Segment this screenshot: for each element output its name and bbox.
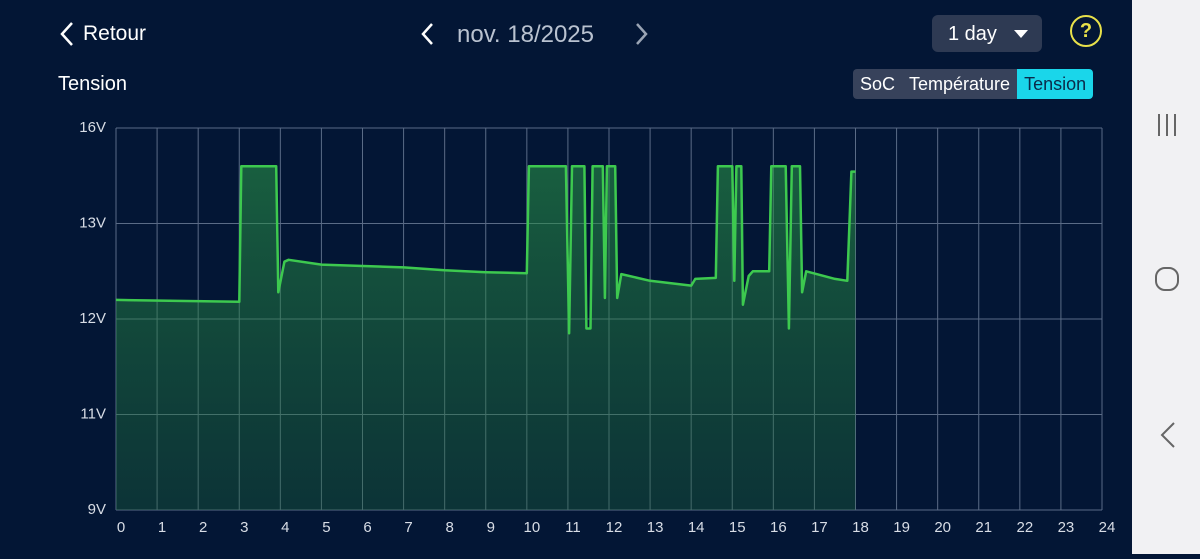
- tab-bar: SoC Température Tension: [853, 69, 1094, 99]
- x-tick-label: 13: [647, 519, 664, 536]
- next-day[interactable]: [634, 21, 650, 47]
- x-tick-label: 8: [445, 519, 453, 536]
- x-tick-label: 16: [770, 519, 787, 536]
- y-tick-label: 11V: [80, 405, 106, 422]
- x-tick-label: 18: [852, 519, 869, 536]
- back[interactable]: [1160, 422, 1175, 448]
- tab-active[interactable]: Tension: [1017, 69, 1094, 99]
- x-tick-label: 17: [811, 519, 828, 536]
- x-tick-label: 4: [281, 519, 289, 536]
- x-tick-label: 5: [322, 519, 330, 536]
- line-series: [115, 164, 856, 335]
- y-tick-label: 12V: [79, 310, 106, 327]
- range-dropdown[interactable]: 1 day: [932, 15, 1042, 52]
- x-tick-label: 24: [1099, 519, 1116, 536]
- x-tick-label: 20: [934, 519, 951, 536]
- recent-apps[interactable]: [1158, 114, 1176, 136]
- dropdown-caret: [1014, 30, 1028, 38]
- x-tick-label: 14: [688, 519, 705, 536]
- y-tick-label: 9V: [88, 501, 106, 518]
- help-button[interactable]: ?: [1070, 15, 1102, 47]
- y-tick-label: 16V: [79, 119, 106, 136]
- back-icon[interactable]: [58, 21, 78, 47]
- tab[interactable]: SoC: [853, 69, 903, 99]
- prev-day[interactable]: [420, 21, 436, 47]
- chart-title: Tension: [58, 73, 127, 95]
- tab[interactable]: Température: [902, 69, 1018, 99]
- x-tick-label: 19: [893, 519, 910, 536]
- x-tick-label: 7: [404, 519, 412, 536]
- x-tick-label: 23: [1058, 519, 1075, 536]
- x-tick-label: 11: [565, 519, 581, 536]
- back-button[interactable]: Retour: [83, 22, 147, 45]
- area-fill: [116, 166, 856, 510]
- x-tick-label: 22: [1016, 519, 1033, 536]
- x-tick-label: 0: [117, 519, 125, 536]
- nav-icons: [1155, 114, 1179, 448]
- date-label: nov. 18/2025: [457, 21, 595, 48]
- x-tick-label: 15: [729, 519, 746, 536]
- x-tick-label: 12: [606, 519, 623, 536]
- x-tick-label: 3: [240, 519, 248, 536]
- x-tick-label: 9: [487, 519, 495, 536]
- range-label: 1 day: [948, 23, 997, 45]
- android-nav-bar: [1132, 0, 1200, 554]
- home[interactable]: [1155, 267, 1179, 291]
- x-tick-label: 6: [363, 519, 371, 536]
- x-tick-label: 10: [523, 519, 540, 536]
- y-tick-label: 13V: [79, 214, 106, 231]
- x-tick-label: 21: [975, 519, 992, 536]
- x-tick-label: 2: [199, 519, 207, 536]
- x-tick-label: 1: [158, 519, 166, 536]
